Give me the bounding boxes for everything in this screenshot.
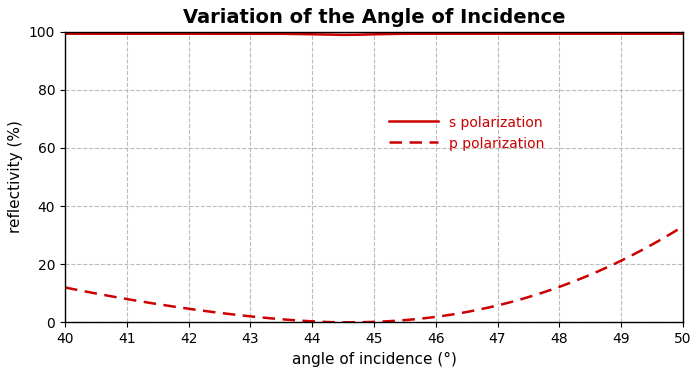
Line: s polarization: s polarization — [65, 34, 683, 35]
s polarization — [486, 32, 494, 36]
p polarization — [679, 224, 687, 229]
s polarization — [124, 32, 132, 36]
s polarization — [311, 32, 319, 37]
Legend: s polarization, p polarization: s polarization, p polarization — [384, 110, 550, 156]
s polarization — [333, 33, 342, 37]
p polarization — [554, 285, 563, 290]
Y-axis label: reflectivity (%): reflectivity (%) — [8, 121, 23, 234]
s polarization — [339, 33, 347, 37]
X-axis label: angle of incidence (°): angle of incidence (°) — [291, 352, 456, 367]
p polarization — [543, 289, 552, 293]
p polarization — [311, 319, 319, 324]
p polarization — [61, 285, 69, 290]
s polarization — [679, 32, 687, 36]
p polarization — [124, 297, 132, 302]
p polarization — [339, 320, 347, 325]
Title: Variation of the Angle of Incidence: Variation of the Angle of Incidence — [183, 8, 565, 27]
p polarization — [333, 320, 342, 324]
s polarization — [543, 32, 552, 36]
Line: p polarization: p polarization — [65, 226, 683, 322]
p polarization — [486, 305, 494, 309]
s polarization — [61, 32, 69, 36]
s polarization — [554, 32, 563, 36]
